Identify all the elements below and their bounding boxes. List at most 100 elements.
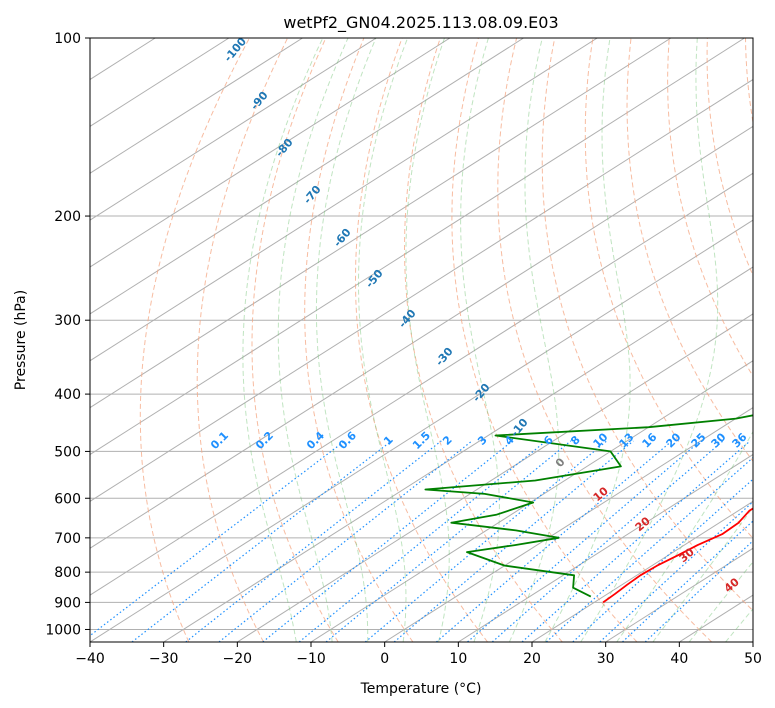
mixing-ratio-label: 13 [617,431,637,451]
dry-adiabat-label: 0 [553,455,568,469]
x-axis-label: Temperature (°C) [360,681,482,697]
y-tick-label: 300 [54,313,81,329]
x-tick-label: 30 [597,651,615,667]
y-tick-label: 900 [54,595,81,611]
dry-adiabat [304,38,414,642]
dry-adiabat-label: -40 [396,307,419,331]
y-tick-label: 200 [54,209,81,225]
moist-adiabat [315,38,377,642]
plot-frame [89,37,754,643]
dry-adiabat [667,38,753,378]
isotherm-line [384,407,753,642]
x-tick-label: 10 [449,651,467,667]
x-tick-label: 50 [744,651,762,667]
dry-adiabat-label: -10 [508,416,531,440]
y-tick-label: 400 [54,387,81,403]
mixing-ratio-label: 0.4 [304,429,327,452]
mixing-ratio-label: 16 [640,430,660,450]
y-tick-label: 800 [54,565,81,581]
mixing-ratio-line [572,478,753,642]
moist-adiabat [616,430,753,642]
y-axis-ticks: 100 200 300 400 500 600 700 800 900 1000 [45,31,90,638]
isotherm-line [90,38,303,174]
mixing-ratio-label: 0.6 [336,429,359,452]
isotherm-line [90,38,230,127]
moist-adiabat [358,38,409,642]
mixing-ratio-line [131,440,392,642]
isotherm-line [90,38,745,456]
y-tick-label: 600 [54,491,81,507]
x-axis-ticks: −40 −30 −20 −10 0 10 20 30 40 50 [75,642,762,667]
dry-adiabat [139,38,250,642]
mixing-ratio-label: 0.1 [208,429,231,452]
mixing-ratio-line [521,440,751,642]
dry-adiabat-label: -50 [363,267,386,291]
mixing-ratio-label: 30 [709,430,729,450]
x-tick-label: 40 [670,651,688,667]
dry-adiabat [403,38,563,642]
isotherm-line [679,594,753,642]
x-tick-label: −30 [149,651,179,667]
isotherm-line [90,172,753,596]
mixing-ratio-label: 2 [440,433,455,448]
x-tick-label: −40 [75,651,105,667]
y-tick-label: 100 [54,31,81,47]
mixing-ratio-line [218,440,473,642]
isotherm-line [310,360,753,642]
mixing-ratio-line [298,440,547,642]
dry-adiabat-label: -60 [331,226,354,250]
mixing-ratio-line [644,540,753,642]
mixing-ratio-line [90,440,346,637]
y-axis-label: Pressure (hPa) [13,290,29,390]
isotherm-line [458,453,753,642]
moist-adiabat [242,38,324,642]
dewpoint-line [424,414,753,598]
dry-adiabat [354,38,488,642]
dry-adiabat-label: -90 [248,89,271,113]
moist-adiabat-label: 40 [722,575,742,595]
y-tick-label: 500 [54,444,81,460]
isotherm-line [90,125,753,549]
mixing-ratio-label: 1.5 [410,429,433,452]
mixing-ratio-lines [90,440,753,642]
dry-adiabats [139,38,753,642]
dry-adiabat [251,38,339,642]
chart-title: wetPf2_GN04.2025.113.08.09.E03 [283,13,558,33]
isotherm-line [90,78,753,502]
mixing-ratio-line [467,440,701,642]
dry-adiabat [626,38,753,463]
dry-adiabat-label: -20 [470,381,493,405]
moist-adiabat [544,38,631,642]
plot-area: 0.1 0.2 0.4 0.6 1 1.5 2 3 4 6 8 10 13 16 20 25 30 36-100-… [90,35,753,642]
isotherm-line [90,219,753,642]
dry-adiabat [497,38,713,642]
x-tick-label: 20 [523,651,541,667]
dry-adiabat [584,38,753,540]
mixing-ratio-line [621,520,753,642]
dry-adiabat-label: -100 [221,35,249,65]
mixing-ratio-label: 10 [591,430,611,450]
moist-adiabat [460,38,500,642]
moist-adiabat-label: 20 [633,514,653,534]
isotherm-line [90,38,377,221]
mixing-ratio-line [262,440,513,642]
dry-adiabat [196,38,289,642]
mixing-ratio-line [491,440,724,642]
mixing-ratio-line [364,440,608,642]
isotherm-line [531,500,753,642]
isotherm-line [163,266,753,642]
temperature-line [602,507,753,604]
x-tick-label: −10 [296,651,326,667]
isotherm-line [90,38,598,362]
moist-adiabat [277,38,349,642]
mixing-ratio-line [325,440,572,642]
isotherm-line [237,313,753,642]
isotherm-line [90,38,524,315]
dry-adiabat [541,38,753,612]
isotherm-line [752,641,753,642]
dry-adiabat-label: -70 [301,183,324,207]
mixing-ratio-label: 1 [381,433,396,448]
moist-adiabat [688,561,753,642]
y-tick-label: 1000 [45,622,81,638]
